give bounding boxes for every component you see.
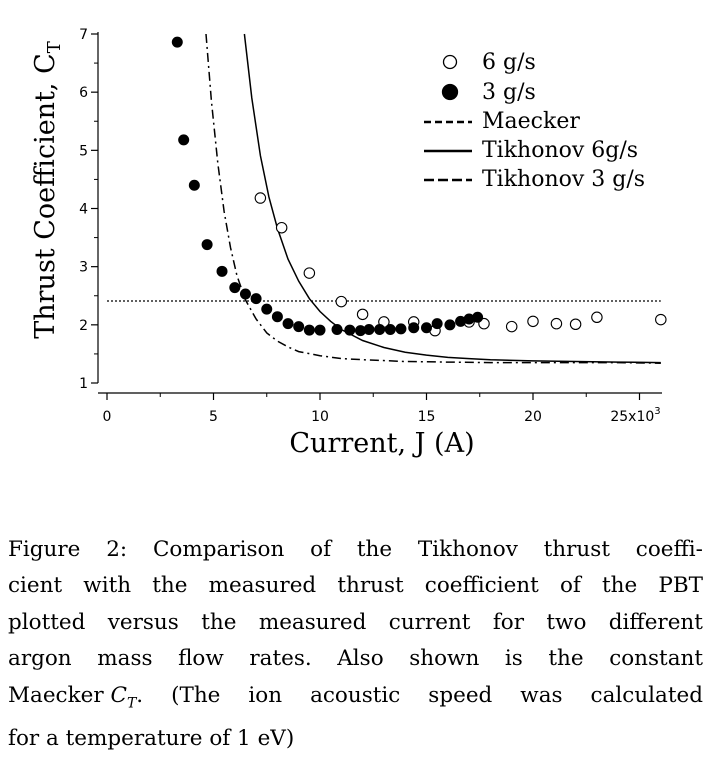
3-g-s-point xyxy=(444,319,456,331)
6-g-s-point xyxy=(356,308,369,321)
x-tick-label: 5 xyxy=(209,409,218,425)
thrust-coefficient-chart: 1 2 3 4 5 6 7 0 5 10 15 20 25x103 6 g/s 3 g/s Maecker T… xyxy=(30,27,667,459)
x-axis-title: Current, J (A) xyxy=(289,428,474,459)
6-g-s-point xyxy=(275,221,288,234)
3-g-s-point xyxy=(239,288,251,300)
y-tick-label: 2 xyxy=(79,318,88,334)
y-tick-label: 1 xyxy=(79,376,88,392)
3-g-s-point xyxy=(314,324,326,336)
x-tick-label: 10 xyxy=(311,409,329,425)
3-g-s-point xyxy=(344,324,356,336)
6-g-s-point xyxy=(303,267,316,279)
3-g-s-point xyxy=(201,239,213,251)
caption-line-5: Maecker CT. (The ion acoustic speed was calcul… xyxy=(8,682,703,711)
6-g-s-point xyxy=(505,320,518,333)
6-g-s-point xyxy=(550,317,563,330)
legend-tikhonov-6g-s-label: Tikhonov 6g/s xyxy=(482,138,638,163)
3-g-s-point xyxy=(282,318,294,330)
3-g-s-point xyxy=(303,324,315,336)
x-tick-label: 15 xyxy=(418,409,436,425)
3-g-s-point xyxy=(178,134,190,146)
3-g-s-point xyxy=(188,179,200,191)
3-g-s-point xyxy=(384,323,396,335)
3-g-s-point xyxy=(472,311,484,323)
3-g-s-point xyxy=(331,323,343,335)
3-g-s-point xyxy=(421,322,432,334)
legend-3-g-s-label: 3 g/s xyxy=(482,80,536,105)
x-tick-label: 25x103 xyxy=(610,406,660,425)
y-tick-label: 7 xyxy=(79,27,88,43)
6-g-s-point xyxy=(254,192,267,204)
axes: 1 2 3 4 5 6 7 0 5 10 15 20 25x103 xyxy=(79,27,662,425)
6-g-s-point xyxy=(335,295,348,308)
legend-6-g-s-marker xyxy=(442,54,458,70)
3-g-s-point xyxy=(431,318,443,330)
y-axis-title: Thrust Coefficient, CT xyxy=(30,41,65,339)
6-g-s-point xyxy=(527,315,539,328)
caption-math-ct: CT xyxy=(103,682,137,711)
caption-line-4: argon mass flow rates. Also shown is the constan… xyxy=(8,646,703,672)
y-tick-label: 5 xyxy=(79,143,88,159)
3-g-s-point xyxy=(271,311,283,323)
y-tick-label: 3 xyxy=(79,260,88,276)
data-points xyxy=(171,36,667,337)
caption-line-1: Figure 2: Comparison of the Tikhonov thrust coe… xyxy=(8,537,703,562)
3-g-s-point xyxy=(250,293,262,305)
legend-maecker-label: Maecker xyxy=(482,109,580,134)
figure-caption: Figure 2: Comparison of the Tikhonov thrust coe… xyxy=(8,532,708,758)
legend-tikhonov-3-g-s-label: Tikhonov 3 g/s xyxy=(482,167,645,192)
3-g-s-point xyxy=(171,36,183,48)
3-g-s-point xyxy=(216,265,228,277)
y-axis-title-main: Thrust Coefficient, C xyxy=(30,53,61,339)
caption-line-3: plotted versus the measured current for two dif… xyxy=(8,609,703,635)
3-g-s-point xyxy=(229,282,241,294)
3-g-s-point xyxy=(293,321,305,333)
3-g-s-point xyxy=(408,322,420,334)
6-g-s-point xyxy=(569,318,582,331)
x-tick-label: 0 xyxy=(103,409,112,425)
legend-3-g-s-marker xyxy=(441,83,459,101)
x-tick-label: 20 xyxy=(524,409,542,425)
caption-line-6: for a temperature of 1 eV) xyxy=(8,726,295,752)
tikhonov-3-g-s-line xyxy=(205,33,661,364)
3-g-s-point xyxy=(395,323,407,335)
6-g-s-point xyxy=(655,313,667,326)
3-g-s-point xyxy=(374,323,386,335)
model-curves xyxy=(107,33,661,364)
legend: 6 g/s 3 g/s Maecker Tikhonov 6g/s Tikhonov 3… xyxy=(424,50,645,192)
6-g-s-point xyxy=(591,311,603,324)
3-g-s-point xyxy=(363,323,375,335)
caption-line-2: cient with the measured thrust coefficient of t… xyxy=(8,573,703,599)
3-g-s-point xyxy=(261,303,273,315)
y-axis-title-subscript: T xyxy=(44,41,65,53)
y-tick-label: 4 xyxy=(79,202,88,218)
legend-6-g-s-label: 6 g/s xyxy=(482,50,536,75)
y-tick-label: 6 xyxy=(79,85,88,101)
